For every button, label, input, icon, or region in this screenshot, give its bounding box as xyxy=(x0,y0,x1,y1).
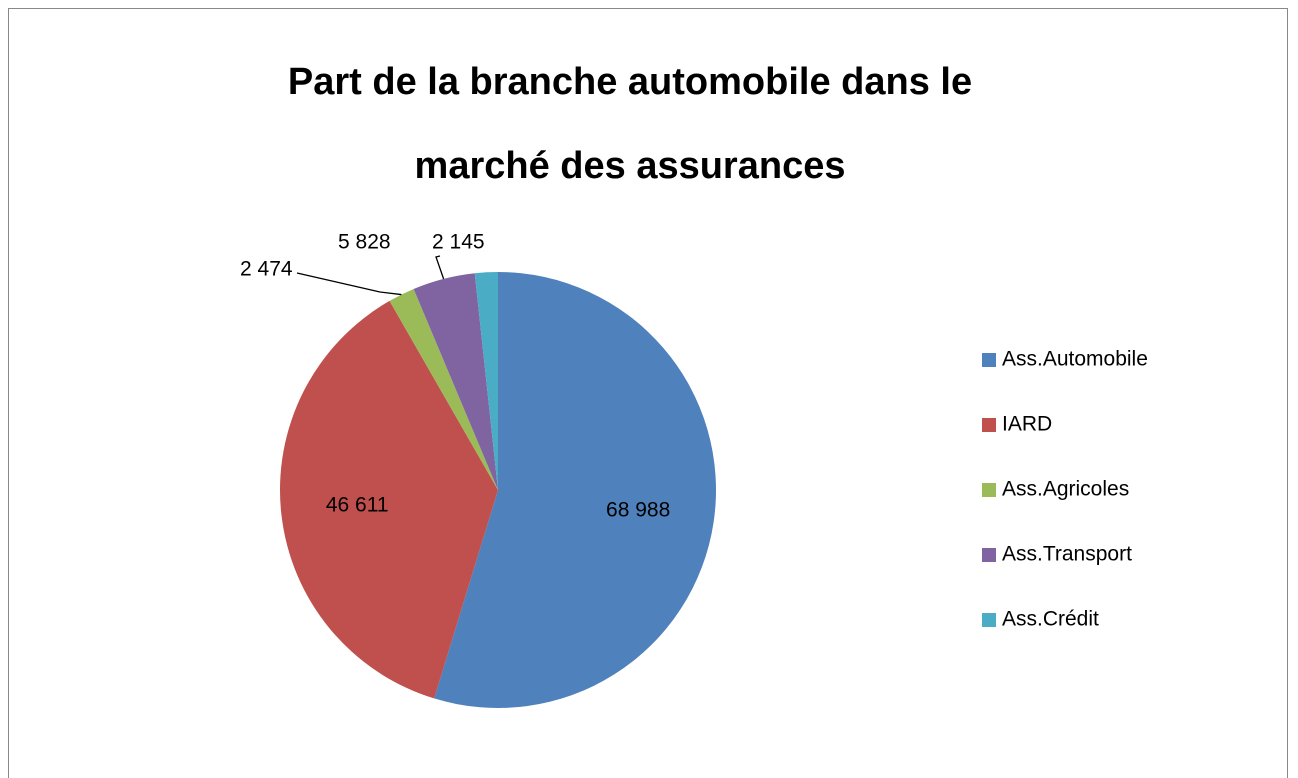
data-label: 2 474 xyxy=(240,258,293,281)
pie-slice xyxy=(413,273,498,490)
legend-label: Ass.Automobile xyxy=(1002,348,1148,371)
legend-label: IARD xyxy=(1002,413,1052,436)
pie-slice xyxy=(474,272,498,490)
legend-swatch xyxy=(982,483,996,497)
pie-slice xyxy=(279,300,498,699)
legend-label: Ass.Transport xyxy=(1002,543,1132,566)
legend-swatch xyxy=(982,353,996,367)
legend-label: Ass.Crédit xyxy=(1002,608,1099,631)
legend-swatch xyxy=(982,613,996,627)
leader-line xyxy=(435,255,445,280)
leader-line xyxy=(296,272,402,296)
chart-frame xyxy=(8,8,1288,778)
legend-swatch xyxy=(982,418,996,432)
data-label: 46 611 xyxy=(326,493,389,516)
chart-title: Part de la branche automobile dans le ma… xyxy=(287,61,973,187)
data-label: 68 988 xyxy=(606,499,670,522)
data-label: 2 145 xyxy=(432,231,485,254)
data-label: 5 828 xyxy=(338,231,391,254)
legend-swatch xyxy=(982,548,996,562)
legend-label: Ass.Agricoles xyxy=(1002,478,1129,501)
pie-slice xyxy=(434,272,716,708)
pie-slice xyxy=(389,288,498,490)
